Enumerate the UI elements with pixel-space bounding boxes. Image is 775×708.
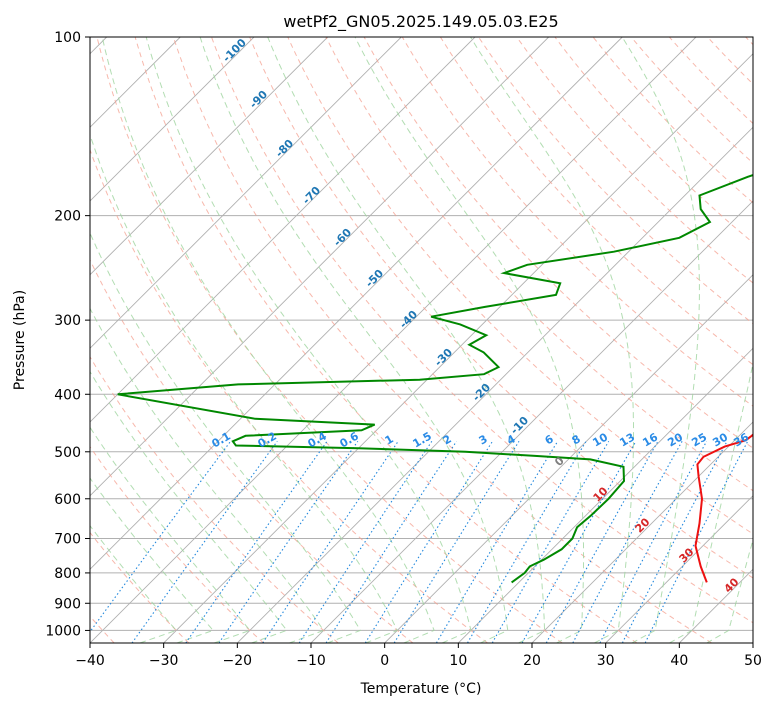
y-axis: 100 200 300 400 500 600 700 800 900 1000 (45, 30, 90, 639)
moist-adiabat-line (470, 37, 634, 643)
mixing-ratio-line (545, 441, 659, 643)
moist-adiabat-line (354, 37, 584, 643)
moist-adiabat-line (199, 37, 509, 643)
dry-adiabat-line (554, 37, 753, 244)
x-tick-label: 20 (523, 653, 541, 669)
y-tick-label: 500 (54, 445, 81, 461)
isotherm-line (236, 126, 753, 643)
dry-adiabat-line (439, 37, 753, 366)
isotherm-line (531, 421, 753, 643)
profile-layer (117, 173, 753, 584)
x-tick-label: 50 (744, 653, 762, 669)
dry-adiabat-line (172, 37, 712, 643)
moist-adiabat-line (90, 426, 251, 643)
y-tick-label: 600 (54, 492, 81, 508)
moist-adiabat-line (101, 37, 435, 643)
dry-adiabat-line (134, 37, 638, 643)
y-tick-label: 900 (54, 596, 81, 612)
isotherm-line (90, 37, 255, 202)
isotherm-line (163, 53, 753, 643)
y-axis-label: Pressure (hPa) (12, 290, 28, 390)
mixing-ratio-line (467, 441, 587, 643)
dry-adiabat-line (287, 37, 753, 535)
moist-adiabat-line (90, 307, 325, 643)
grid-layer (90, 37, 753, 643)
dewpoint-profile-line (117, 173, 753, 584)
x-tick-label: −30 (149, 653, 179, 669)
moist-adiabat-line (90, 370, 288, 643)
y-tick-label: 200 (54, 209, 81, 225)
isotherm-line (90, 37, 329, 276)
dry-adiabat-line (90, 258, 414, 643)
x-tick-label: −40 (75, 653, 105, 669)
dry-adiabat-line (90, 148, 488, 643)
moist-adiabat-line (90, 231, 362, 643)
dry-adiabat-line (516, 37, 753, 284)
x-tick-label: 40 (670, 653, 688, 669)
mixing-ratio-line (325, 440, 457, 643)
y-tick-label: 400 (54, 387, 81, 403)
x-tick-label: 0 (380, 653, 389, 669)
y-tick-label: 1000 (45, 623, 81, 639)
y-tick-label: 100 (54, 30, 81, 46)
mixing-ratio-line (218, 440, 359, 643)
dry-adiabat-line (90, 531, 190, 643)
mixing-ratio-line (393, 441, 520, 643)
isotherm-line (457, 347, 753, 643)
moist-adiabat-line (669, 361, 753, 643)
mixing-ratio-line (262, 440, 399, 643)
dry-adiabat-line (478, 37, 753, 325)
mixing-ratio-line (90, 440, 232, 633)
y-tick-label: 800 (54, 566, 81, 582)
mixing-ratio-line (185, 440, 328, 643)
temperature-profile-line (694, 433, 753, 583)
x-axis-label: Temperature (°C) (360, 681, 482, 697)
mixing-ratio-line (131, 440, 278, 643)
mixing-ratio-line (435, 441, 559, 643)
mixing-ratio-line (364, 441, 493, 643)
x-tick-label: 30 (597, 653, 615, 669)
isotherm-line (384, 274, 753, 643)
x-axis: −40 −30 −20 −10 0 10 20 30 40 50 (75, 643, 762, 669)
y-tick-label: 300 (54, 313, 81, 329)
isotherm-line (90, 37, 697, 643)
dry-adiabat-line (211, 37, 753, 624)
x-tick-label: −20 (223, 653, 253, 669)
isotherm-line (90, 37, 476, 423)
isotherm-line (90, 37, 550, 497)
mixing-ratio-line (572, 441, 683, 643)
mixing-ratio-line (298, 440, 433, 643)
plot-frame (89, 36, 754, 644)
mixing-ratio-line (521, 441, 637, 643)
moist-adiabat-line (267, 37, 546, 643)
moist-adiabat-line (90, 524, 178, 643)
isotherm-line (605, 495, 753, 643)
mixing-ratio-line (491, 441, 610, 643)
dry-adiabat-line (592, 37, 753, 204)
y-tick-label: 700 (54, 532, 81, 548)
moist-adiabat-line (90, 477, 214, 643)
x-tick-label: 10 (449, 653, 467, 669)
dry-adiabat-line (630, 37, 753, 164)
moist-adiabat-line (621, 37, 700, 643)
chart-title: wetPf2_GN05.2025.149.05.03.E25 (283, 12, 558, 32)
isotherm-line (90, 37, 623, 570)
moist-adiabat-line (145, 37, 472, 643)
dry-adiabat-line (90, 355, 339, 643)
x-tick-label: −10 (296, 653, 326, 669)
isotherm-line (90, 37, 402, 349)
